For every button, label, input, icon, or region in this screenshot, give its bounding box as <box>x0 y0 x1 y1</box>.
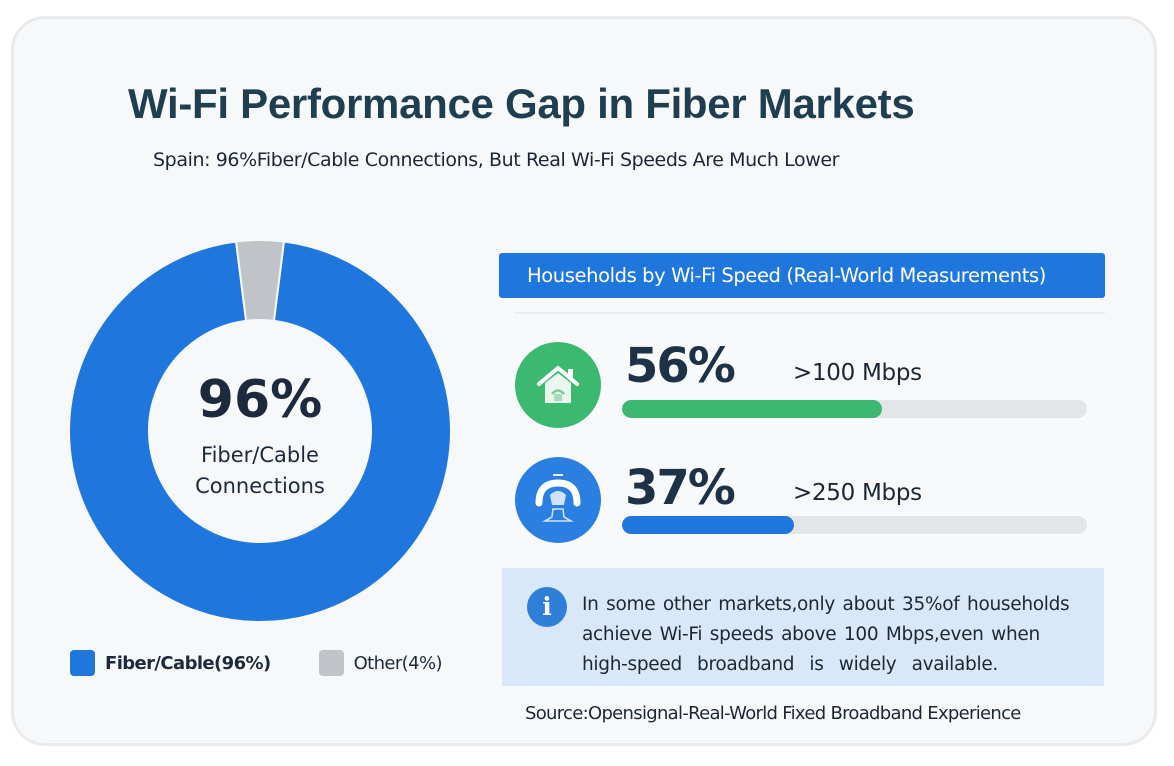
info-note-line-1: In some other markets,only about 35%of h… <box>582 594 1070 615</box>
speed-panel <box>499 298 1105 558</box>
donut-slice-other <box>234 240 286 322</box>
progress-fill-100 <box>622 400 883 418</box>
info-note <box>502 568 1104 686</box>
page-subtitle: Spain: 96%Fiber/Cable Connections, But R… <box>153 149 840 171</box>
house-wifi-icon <box>515 342 601 428</box>
speed-row-250: 37% >250 Mbps <box>515 450 1105 550</box>
donut-center-value: 96% <box>197 370 323 430</box>
donut-chart: 96% Fiber/Cable Connections <box>60 240 460 630</box>
info-note-line-2: achieve Wi-Fi speeds above 100 Mbps,even… <box>582 624 1040 645</box>
speed-label-250: >250 Mbps <box>793 480 922 506</box>
speed-pct-250: 37% <box>625 460 736 516</box>
progress-fill-250 <box>622 516 795 534</box>
speed-label-100: >100 Mbps <box>793 360 922 386</box>
donut-center-label-line-2: Connections <box>195 474 325 498</box>
donut-legend: Fiber/Cable(96%) Other(4%) <box>70 650 490 676</box>
page-title: Wi-Fi Performance Gap in Fiber Markets <box>128 80 915 127</box>
panel-divider <box>515 312 1105 314</box>
legend-item-other: Other(4%) <box>318 650 443 676</box>
router-speed-icon <box>515 457 601 543</box>
info-icon: i <box>527 587 567 627</box>
legend-swatch-fiber <box>70 650 95 676</box>
progress-track-250 <box>622 516 1087 534</box>
source-citation: Source:Opensignal-Real-World Fixed Broad… <box>525 703 1021 724</box>
info-note-line-3: high-speed broadband is widely available… <box>582 654 998 675</box>
legend-item-fiber: Fiber/Cable(96%) <box>70 650 271 676</box>
legend-swatch-other <box>318 650 344 676</box>
speed-panel-header: Households by Wi-Fi Speed (Real-World Me… <box>499 253 1105 298</box>
donut-svg <box>68 240 452 623</box>
donut-slice-fiber-cable <box>68 240 452 623</box>
donut-center-label: Fiber/Cable Connections <box>60 440 460 502</box>
progress-track-100 <box>622 400 1087 418</box>
info-note-text: In some other markets,only about 35%of h… <box>582 590 1087 680</box>
donut-center-label-line-1: Fiber/Cable <box>201 443 319 467</box>
legend-label-other: Other(4%) <box>353 652 443 674</box>
speed-row-100: 56% >100 Mbps <box>515 330 1105 430</box>
legend-label-fiber: Fiber/Cable(96%) <box>105 652 271 674</box>
speed-pct-100: 56% <box>625 338 736 394</box>
